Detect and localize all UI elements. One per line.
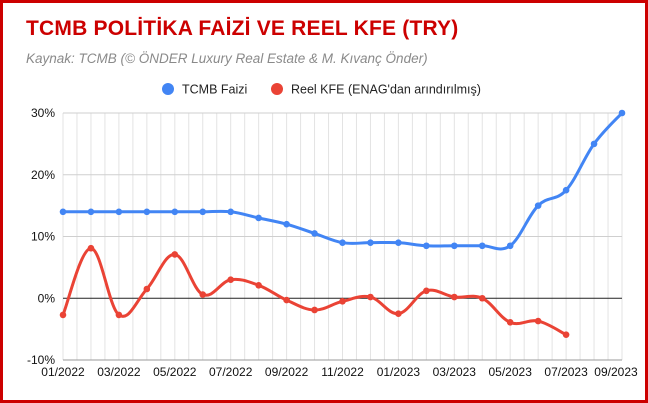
data-point: [87, 208, 95, 216]
y-tick-label: 0%: [38, 291, 56, 305]
data-point: [618, 109, 626, 117]
data-point: [115, 208, 123, 216]
chart-title: TCMB POLİTİKA FAİZİ VE REEL KFE (TRY): [26, 17, 459, 40]
legend-marker-1: [271, 83, 283, 95]
data-point: [311, 230, 318, 237]
data-point: [395, 310, 402, 317]
grid-lines: [62, 112, 623, 361]
data-point: [590, 140, 598, 148]
data-point: [199, 291, 207, 298]
data-point: [367, 239, 374, 246]
data-point: [227, 208, 234, 216]
chart-subtitle: Kaynak: TCMB (© ÖNDER Luxury Real Estate…: [26, 51, 428, 66]
x-tick-label: 07/2022: [209, 365, 253, 379]
x-tick-label: 01/2023: [377, 365, 421, 379]
data-point: [311, 306, 318, 314]
data-point: [478, 242, 486, 250]
series-layer: [59, 109, 626, 338]
legend-label-1: Reel KFE (ENAG'dan arındırılmış): [291, 83, 481, 97]
y-tick-label: 30%: [31, 106, 55, 120]
data-point: [423, 242, 430, 250]
data-point: [59, 311, 67, 319]
y-tick-label: 20%: [31, 168, 55, 182]
data-point: [506, 242, 514, 250]
data-point: [283, 296, 290, 304]
axes: -10% 0% 10% 20% 30% 01/2022 03/2022 05/2022 07/2…: [27, 106, 638, 379]
data-point: [171, 251, 179, 258]
data-point: [562, 186, 570, 194]
data-point: [339, 239, 346, 246]
data-point: [143, 285, 151, 293]
x-tick-label: 09/2022: [265, 365, 309, 379]
legend-label-0: TCMB Faizi: [182, 83, 247, 97]
data-point: [367, 293, 374, 301]
data-point: [395, 239, 402, 246]
data-point: [339, 298, 346, 305]
x-tick-label: 03/2022: [97, 365, 141, 379]
x-tick-label: 05/2022: [153, 365, 197, 379]
legend: TCMB Faizi Reel KFE (ENAG'dan arındırılmı…: [162, 83, 481, 97]
x-tick-label: 07/2023: [544, 365, 588, 379]
data-point: [451, 293, 458, 301]
x-tick-label: 05/2023: [489, 365, 533, 379]
x-tick-label: 01/2022: [41, 365, 85, 379]
data-point: [171, 208, 179, 216]
data-point: [506, 319, 514, 326]
y-tick-label: 10%: [31, 230, 55, 244]
data-point: [283, 220, 290, 228]
data-point: [115, 311, 123, 319]
data-point: [562, 331, 570, 338]
data-point: [534, 202, 542, 209]
data-point: [143, 208, 151, 216]
data-point: [423, 287, 430, 295]
x-tick-label: 11/2022: [321, 365, 364, 379]
data-point: [59, 208, 67, 216]
data-point: [199, 208, 207, 216]
x-tick-label: 03/2023: [433, 365, 477, 379]
data-point: [534, 317, 542, 325]
data-point: [255, 214, 262, 222]
legend-marker-0: [162, 83, 174, 95]
data-point: [451, 242, 458, 250]
x-tick-label: 09/2023: [594, 365, 638, 379]
data-point: [478, 294, 486, 302]
y-tick-label: -10%: [27, 353, 55, 367]
data-point: [255, 281, 262, 289]
data-point: [227, 276, 234, 284]
data-point: [87, 244, 95, 252]
